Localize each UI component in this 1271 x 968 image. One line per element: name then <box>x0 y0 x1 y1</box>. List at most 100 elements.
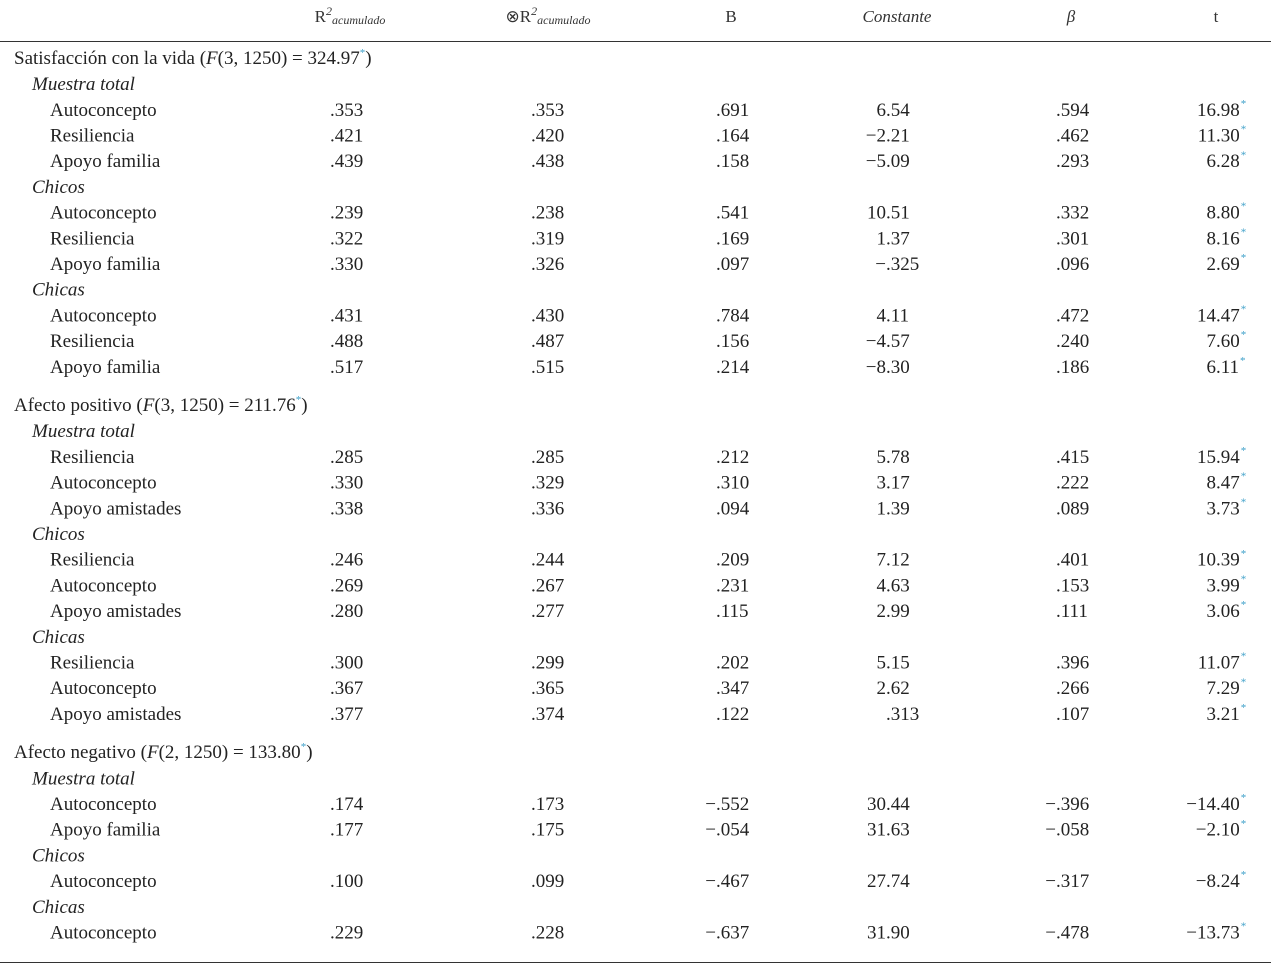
cell-value: .246 <box>330 550 363 571</box>
cell-value: 27.74 <box>867 871 910 892</box>
cell-value: .326 <box>531 254 564 275</box>
cell-value: 8.47 <box>1207 473 1240 494</box>
cell-value: −.317 <box>1045 871 1089 892</box>
cell-value: .313 <box>886 704 919 725</box>
cell-value: .244 <box>531 550 565 571</box>
cell-value: .300 <box>330 652 363 673</box>
cell-value: .336 <box>531 498 564 519</box>
section-title-part: * <box>360 47 366 59</box>
cell-value: .111 <box>1056 601 1088 622</box>
column-header: B <box>725 7 736 26</box>
significance-mark: * <box>1240 355 1246 367</box>
significance-mark: * <box>1241 149 1247 161</box>
cell-value: 2.99 <box>877 601 910 622</box>
cell-value: .310 <box>716 473 749 494</box>
section-title: Satisfacción con la vida (F(3, 1250) = 3… <box>14 47 372 70</box>
significance-mark: * <box>1241 471 1247 483</box>
cell-value: −8.30 <box>866 357 910 378</box>
cell-value: .401 <box>1056 550 1089 571</box>
group-label: Muestra total <box>31 74 135 95</box>
cell-value: .377 <box>330 704 363 725</box>
cell-value: 4.11 <box>877 305 910 326</box>
cell-value: .330 <box>330 254 363 275</box>
header-sub: acumulado <box>537 13 590 27</box>
row-label: Resiliencia <box>50 125 135 146</box>
cell-value: .240 <box>1056 331 1089 352</box>
significance-mark: * <box>1241 252 1247 264</box>
cell-value: −.467 <box>705 871 749 892</box>
cell-value: −.058 <box>1045 820 1089 841</box>
row-label: Resiliencia <box>50 550 135 571</box>
cell-value: −2.10 <box>1196 820 1240 841</box>
cell-value: .430 <box>531 305 564 326</box>
cell-value: 3.21 <box>1207 704 1240 725</box>
cell-value: .212 <box>716 447 749 468</box>
cell-value: .293 <box>1056 151 1089 172</box>
cell-value: .266 <box>1056 678 1089 699</box>
cell-value: .238 <box>531 203 564 224</box>
section-title-part: Satisfacción con la vida ( <box>14 48 206 69</box>
group-label: Chicas <box>32 627 85 648</box>
significance-mark: * <box>1241 599 1247 611</box>
cell-value: .330 <box>330 473 363 494</box>
cell-value: .175 <box>531 820 564 841</box>
cell-value: .231 <box>716 575 749 596</box>
significance-mark: * <box>1241 124 1247 136</box>
cell-value: .691 <box>716 100 749 121</box>
group-label: Chicos <box>32 524 85 545</box>
row-label: Autoconcepto <box>50 100 157 121</box>
cell-value: .228 <box>531 922 564 943</box>
section-title-part: F <box>146 743 159 764</box>
cell-value: .421 <box>330 125 363 146</box>
cell-value: −2.21 <box>866 125 910 146</box>
cell-value: .431 <box>330 305 363 326</box>
cell-value: .472 <box>1056 305 1089 326</box>
cell-value: 11.30 <box>1198 125 1240 146</box>
cell-value: .153 <box>1056 575 1089 596</box>
cell-value: .158 <box>716 151 749 172</box>
cell-value: .239 <box>330 203 363 224</box>
cell-value: −13.73 <box>1186 922 1239 943</box>
cell-value: .438 <box>531 151 564 172</box>
section-title-part: Afecto positivo ( <box>14 395 143 416</box>
cell-value: .214 <box>716 357 750 378</box>
cell-value: −14.40 <box>1186 794 1239 815</box>
cell-value: .094 <box>716 498 750 519</box>
column-header: t <box>1214 7 1219 26</box>
section-title-part: ) <box>301 395 307 416</box>
cell-value: 1.37 <box>877 228 910 249</box>
cell-value: −.054 <box>705 820 749 841</box>
row-label: Autoconcepto <box>50 794 157 815</box>
cell-value: .097 <box>716 254 749 275</box>
cell-value: .285 <box>531 447 564 468</box>
cell-value: .089 <box>1056 498 1089 519</box>
cell-value: .186 <box>1056 357 1089 378</box>
column-header: Constante <box>863 7 932 26</box>
row-label: Autoconcepto <box>50 203 157 224</box>
cell-value: .365 <box>531 678 564 699</box>
cell-value: 5.78 <box>877 447 910 468</box>
section-title: Afecto negativo (F(2, 1250) = 133.80*) <box>14 741 313 764</box>
cell-value: .100 <box>330 871 363 892</box>
cell-value: .209 <box>716 550 749 571</box>
significance-mark: * <box>1241 304 1247 316</box>
cell-value: .174 <box>330 794 364 815</box>
cell-value: −.396 <box>1045 794 1089 815</box>
cell-value: .462 <box>1056 125 1089 146</box>
row-label: Resiliencia <box>50 447 135 468</box>
cell-value: 3.99 <box>1207 575 1240 596</box>
row-label: Autoconcepto <box>50 473 157 494</box>
cell-value: 15.94 <box>1197 447 1240 468</box>
column-header: R2acumulado <box>315 4 386 27</box>
cell-value: .420 <box>531 125 564 146</box>
cell-value: .177 <box>330 820 363 841</box>
row-label: Autoconcepto <box>50 871 157 892</box>
cell-value: .338 <box>330 498 363 519</box>
row-label: Apoyo amistades <box>50 498 181 519</box>
row-label: Resiliencia <box>50 228 135 249</box>
cell-value: −.325 <box>875 254 919 275</box>
cell-value: 2.69 <box>1207 254 1240 275</box>
column-header: β <box>1066 7 1076 26</box>
cell-value: −8.24 <box>1196 871 1240 892</box>
